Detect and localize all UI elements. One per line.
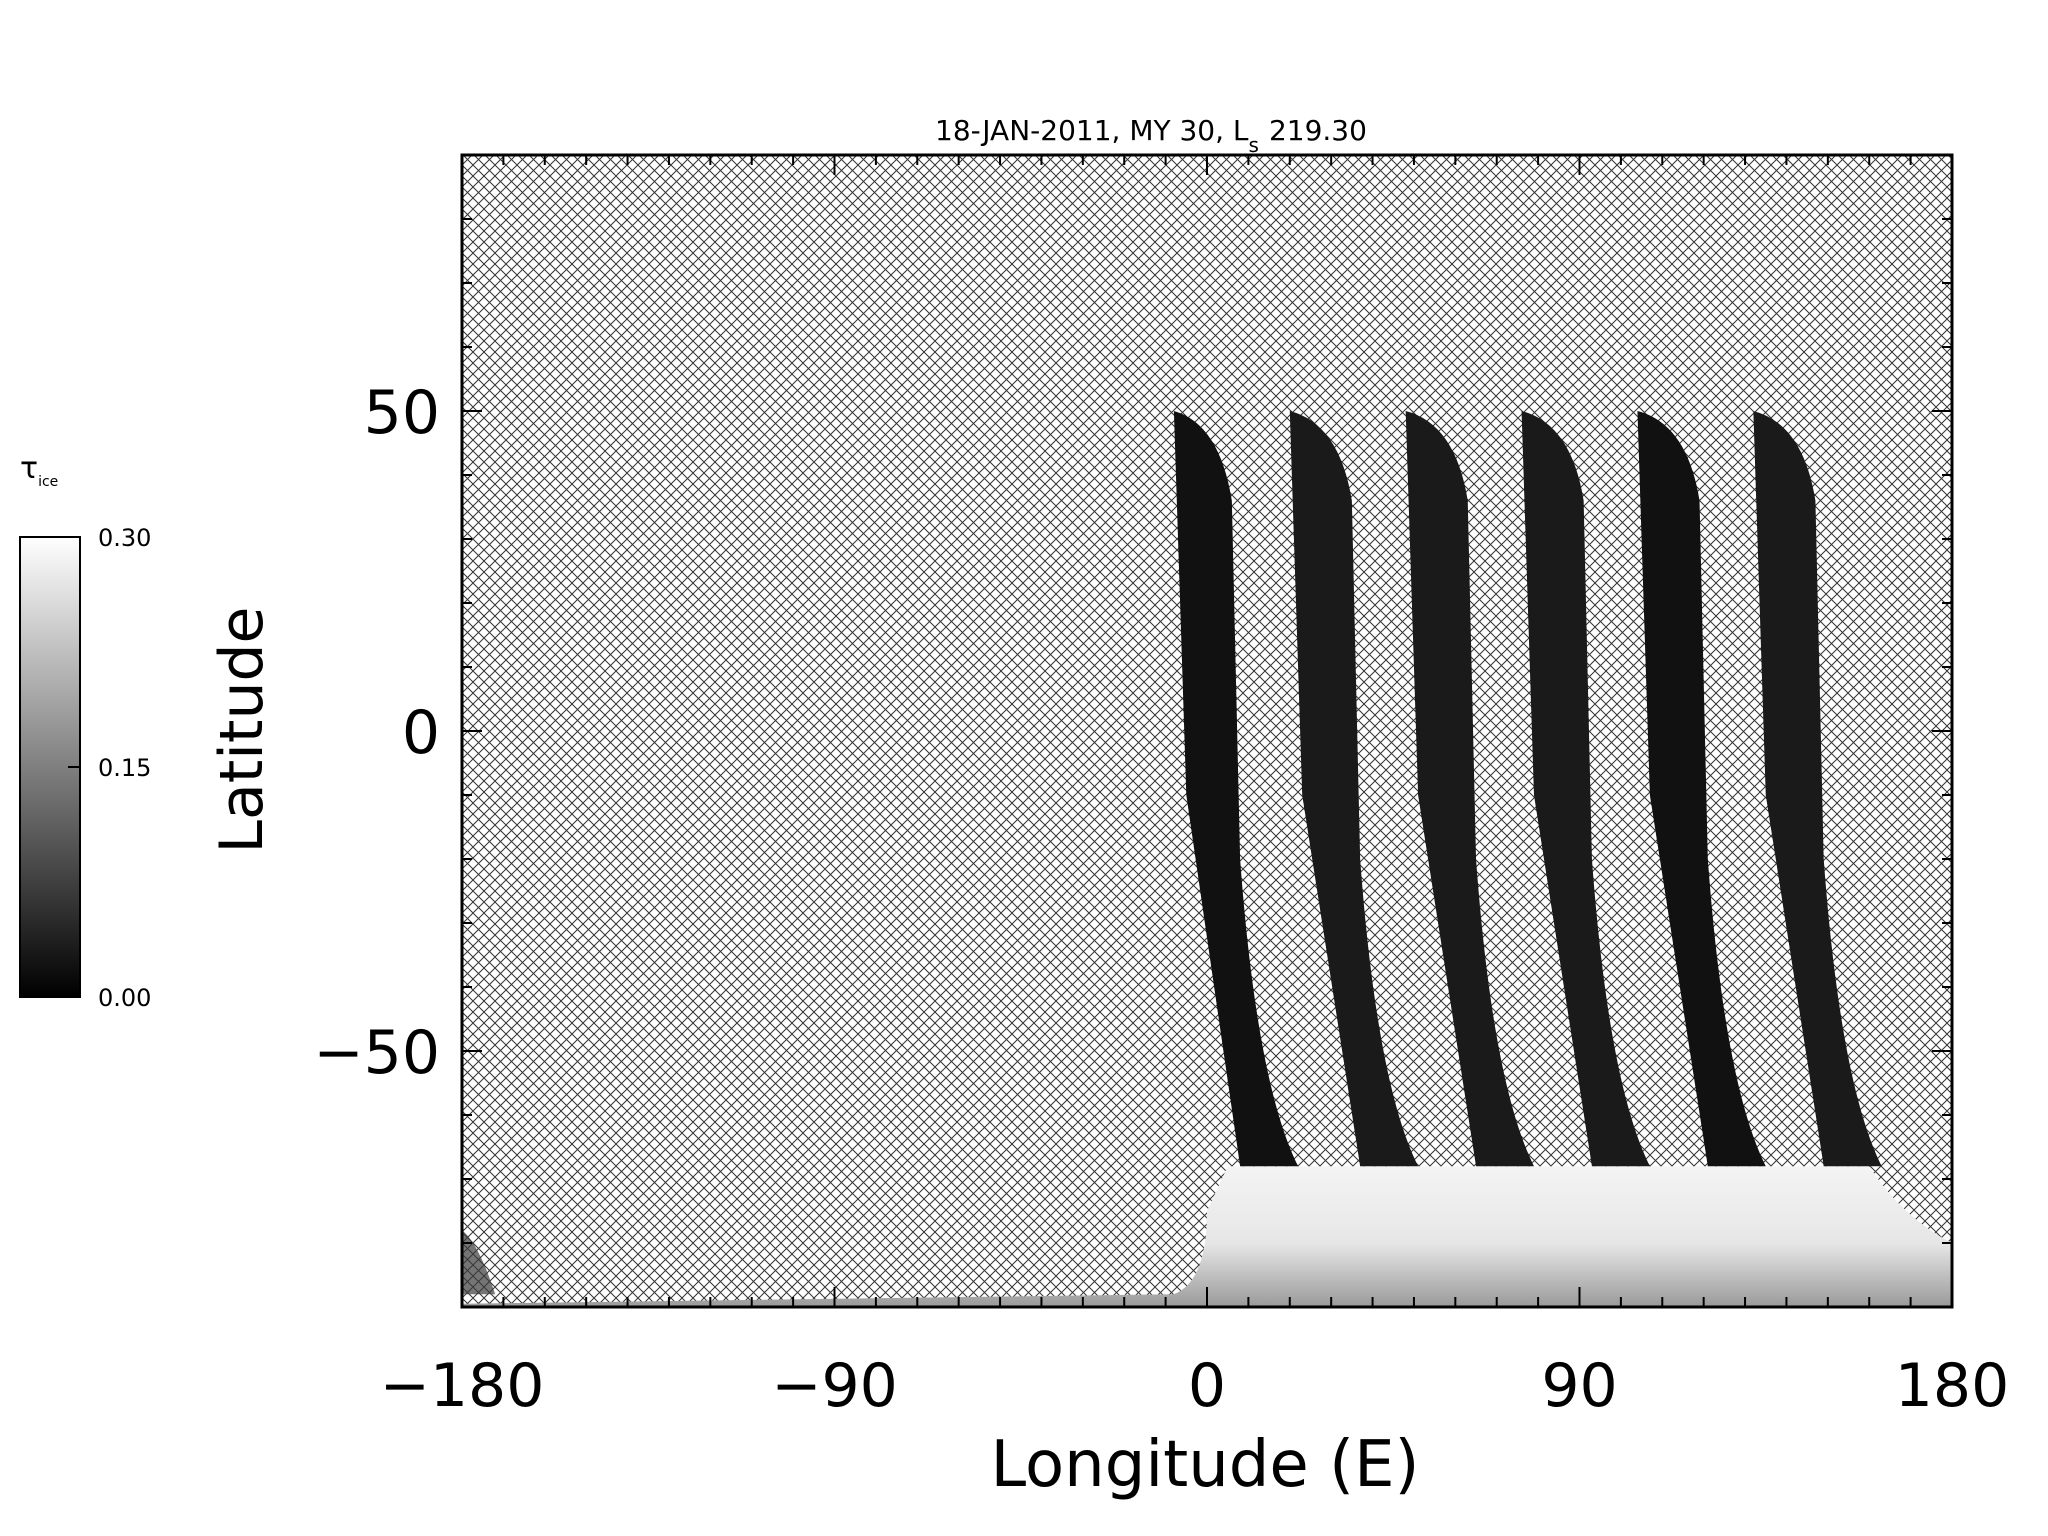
colorbar-tick-label: 0.15 [98, 754, 151, 782]
swath-1 [1173, 411, 1299, 1167]
swath-5 [1637, 411, 1766, 1167]
swath-group [1173, 411, 1882, 1167]
polar-edge-band [462, 1230, 496, 1295]
y-tick-label: 0 [402, 698, 440, 768]
plot-area [462, 155, 1952, 1307]
x-tick-labels: −180 −90 0 90 180 [380, 1351, 2010, 1421]
colorbar-ticks: 0.00 0.15 0.30 [68, 524, 151, 1012]
y-tick-labels: −50 0 50 [313, 378, 440, 1088]
plot-frame [460, 153, 1954, 1309]
swath-2 [1289, 411, 1419, 1167]
y-tick-label: −50 [313, 1018, 440, 1088]
colorbar-label: τice [20, 451, 58, 490]
x-tick-label: 180 [1895, 1351, 2010, 1421]
y-tick-label: 50 [364, 378, 440, 448]
x-tick-label: −180 [380, 1351, 545, 1421]
colorbar-tick-label: 0.30 [98, 524, 151, 552]
y-axis-label: Latitude [207, 607, 277, 854]
colorbar-tick-label: 0.00 [98, 984, 151, 1012]
x-tick-label: 0 [1188, 1351, 1226, 1421]
x-axis-label: Longitude (E) [990, 1428, 1419, 1502]
swath-4 [1521, 411, 1650, 1167]
colorbar: τice 0.00 0.15 0.30 [19, 451, 151, 1012]
swath-3 [1405, 411, 1534, 1167]
chart-title: 18-JAN-2011, MY 30, Ls 219.30 [935, 114, 1367, 157]
x-tick-label: 90 [1541, 1351, 1617, 1421]
swath-6 [1753, 411, 1882, 1167]
polar-ice-region [462, 1166, 1952, 1307]
x-tick-label: −90 [771, 1351, 898, 1421]
